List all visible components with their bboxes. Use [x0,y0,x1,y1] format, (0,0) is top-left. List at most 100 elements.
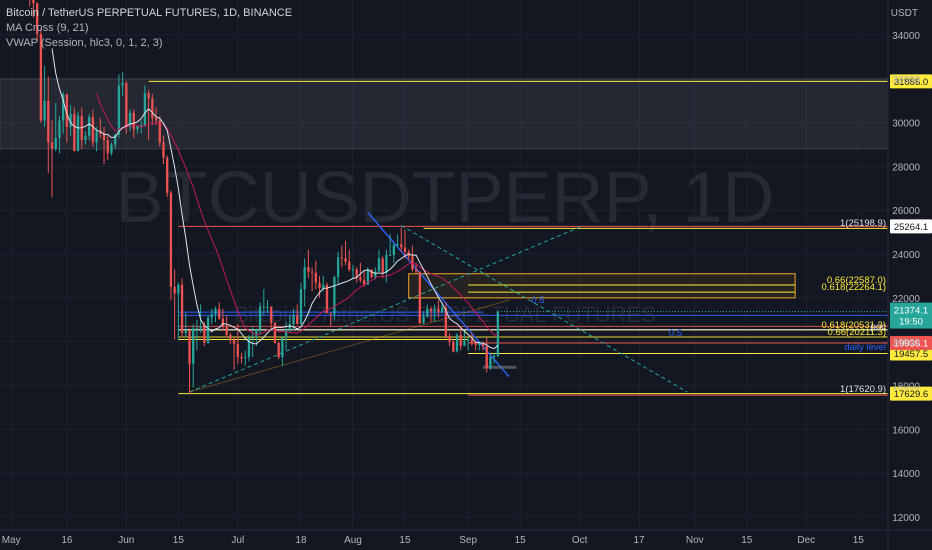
candle-body [388,255,392,257]
price-axis-unit[interactable]: USDT [890,8,918,19]
fib-label: 0.618(22264.1) [822,282,886,293]
x-tick-label: 17 [634,535,646,546]
candle-body [203,326,206,343]
candle-body [143,93,147,125]
candle-body [128,112,132,128]
candle-body [392,245,395,256]
candle-body [266,306,269,308]
y-tick-label: 28000 [892,162,920,173]
fib-label: 0.66(20211.3) [828,327,886,338]
candle-body [50,142,54,149]
indicator-ma-cross[interactable]: MA Cross (9, 21) [6,22,89,34]
candle-body [73,113,76,152]
candle-body [496,311,500,356]
candle-body [292,315,295,325]
y-tick-label: 30000 [892,119,920,130]
candle-body [426,308,429,317]
candle-body [281,337,284,357]
candle-body [140,124,143,126]
level-badge-bg [890,74,932,89]
candle-body [444,307,448,337]
candle-body [225,326,228,336]
candle-body [91,117,95,143]
candle-body [65,94,69,128]
x-tick-label: 15 [741,535,753,546]
candle-body [466,339,470,341]
candle-body [214,308,217,315]
candle-body [169,192,173,287]
candle-body [440,307,444,313]
candle-body [244,356,247,359]
candle-body [459,335,462,347]
candle-body [296,315,299,325]
candle-body [474,342,477,345]
countdown-badge: 19:50 [899,317,923,328]
candle-body [348,261,351,270]
candle-body [221,318,225,327]
x-tick-label: Jun [118,535,134,546]
candle-body [184,330,187,333]
candle-body [355,269,358,278]
y-tick-label: 12000 [892,513,920,524]
candle-body [381,258,384,273]
ma-fast-line [51,48,499,350]
candle-body [166,157,169,193]
candle-body [493,355,496,357]
candle-body [229,335,232,340]
trendline-faint [189,299,510,393]
candle-body [429,308,433,311]
candle-body [478,342,481,345]
candle-body [88,117,91,136]
candle-body [359,277,362,281]
x-tick-label: Nov [686,535,704,546]
candle-body [210,314,213,318]
candle-body [489,356,492,368]
candle-body [162,142,165,158]
candle-body [288,324,291,330]
y-tick-label: 32000 [892,75,920,86]
candle-body [463,340,466,347]
y-tick-label: 22000 [892,294,920,305]
candle-body [39,33,43,121]
supply-zone [0,78,889,150]
candle-body [400,244,403,248]
level-badge: 31886.0 [894,77,928,88]
candle-body [218,308,221,319]
level-badge: 25264.1 [894,222,928,233]
candle-body [448,336,451,342]
candle-body [84,135,87,141]
candle-body [333,277,336,315]
candle-body [411,256,414,270]
x-tick-label: 15 [173,535,185,546]
candle-body [251,337,254,339]
candle-body [377,258,381,272]
candle-body [206,317,210,343]
candle-body [344,258,347,262]
candle-body [236,343,239,357]
candle-body [485,346,488,368]
candle-body [284,329,288,338]
level-badge: 19457.5 [894,349,928,360]
candle-body [277,342,280,357]
indicator-vwap[interactable]: VWAP (Session, hlc3, 0, 1, 2, 3) [6,37,163,49]
candle-body [232,339,236,344]
candle-body [351,269,355,271]
candle-body [58,120,61,138]
candle-body [102,133,106,141]
x-tick-label: 15 [399,535,411,546]
candle-body [247,337,251,357]
candle-body [47,100,50,143]
x-tick-label: Dec [797,535,815,546]
level-badge: 17629.6 [894,389,928,400]
candle-body [322,284,325,288]
candle-body [158,120,161,143]
candle-body [62,94,65,121]
candle-body [188,330,191,364]
symbol-title[interactable]: Bitcoin / TetherUS PERPETUAL FUTURES, 1D… [6,7,293,19]
fib-zone-box [408,273,796,299]
candle-body [43,100,46,121]
daily-level-label: daily level [844,342,886,353]
candle-body [340,257,343,259]
